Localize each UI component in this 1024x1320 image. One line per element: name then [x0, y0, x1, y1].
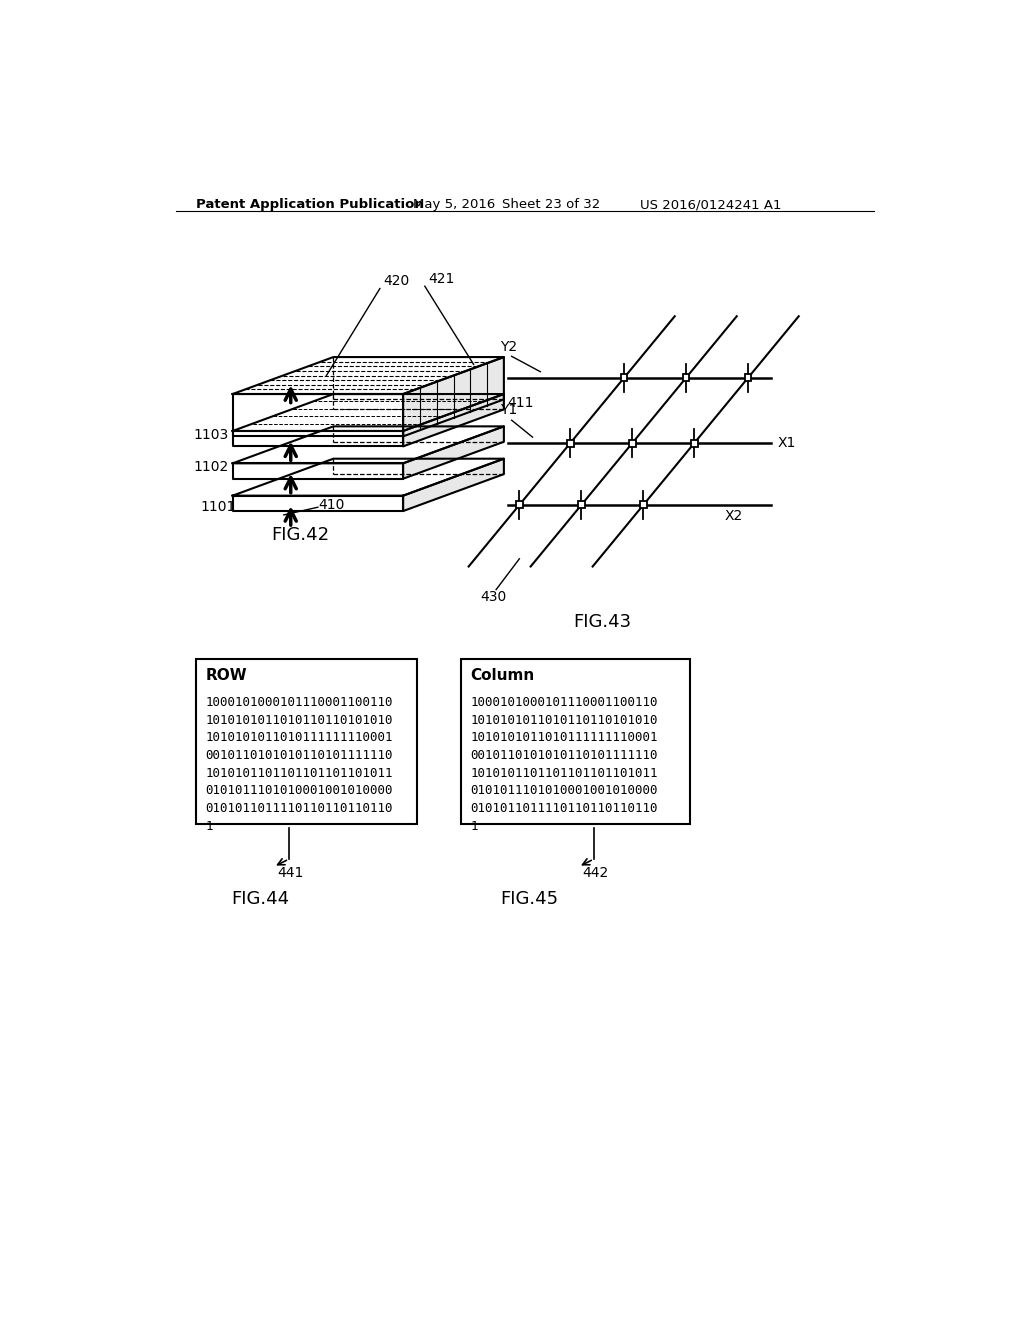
Text: Sheet 23 of 32: Sheet 23 of 32 [502, 198, 600, 211]
Text: 1: 1 [471, 820, 478, 833]
Bar [578, 502, 585, 508]
Text: 0101011011110110110110110: 0101011011110110110110110 [471, 803, 658, 816]
Text: 442: 442 [583, 866, 608, 880]
Bar [629, 440, 636, 446]
Text: Column: Column [471, 668, 535, 684]
Polygon shape [232, 430, 403, 446]
Text: 1010101101101101101101011: 1010101101101101101101011 [471, 767, 658, 780]
Text: 430: 430 [480, 590, 507, 605]
Text: 0010110101010110101111110: 0010110101010110101111110 [471, 748, 658, 762]
Text: 420: 420 [384, 275, 410, 289]
Text: FIG.45: FIG.45 [500, 890, 558, 908]
Bar [461, 659, 690, 825]
Text: 0010110101010110101111110: 0010110101010110101111110 [206, 748, 393, 762]
Text: 0101011101010001001010000: 0101011101010001001010000 [471, 784, 658, 797]
Text: 410: 410 [317, 498, 344, 512]
Text: 1: 1 [206, 820, 213, 833]
Text: FIG.44: FIG.44 [231, 890, 289, 908]
Bar [516, 502, 523, 508]
Bar [566, 440, 573, 446]
Text: 1010101011010111111110001: 1010101011010111111110001 [471, 731, 658, 744]
Text: 1010101011010110110101010: 1010101011010110110101010 [471, 714, 658, 726]
Text: 411: 411 [508, 396, 535, 409]
Bar [621, 375, 628, 381]
Bar [640, 502, 647, 508]
Polygon shape [232, 463, 403, 479]
Text: 441: 441 [278, 866, 304, 880]
Polygon shape [403, 358, 504, 437]
Text: US 2016/0124241 A1: US 2016/0124241 A1 [640, 198, 781, 211]
Text: 421: 421 [429, 272, 455, 286]
Polygon shape [232, 459, 504, 496]
Text: Y1: Y1 [500, 403, 517, 417]
Polygon shape [232, 395, 403, 437]
Polygon shape [403, 426, 504, 479]
Text: FIG.43: FIG.43 [573, 612, 632, 631]
Text: X1: X1 [777, 436, 796, 450]
Text: ROW: ROW [206, 668, 247, 684]
Text: 1101: 1101 [200, 500, 236, 513]
Bar [690, 440, 697, 446]
Bar [683, 375, 689, 381]
Text: 1103: 1103 [194, 428, 229, 442]
Text: Patent Application Publication: Patent Application Publication [197, 198, 424, 211]
Text: 1102: 1102 [194, 461, 229, 474]
Bar [744, 375, 752, 381]
Text: 1000101000101110001100110: 1000101000101110001100110 [471, 696, 658, 709]
Text: X2: X2 [725, 510, 743, 523]
Text: FIG.42: FIG.42 [271, 525, 330, 544]
Text: 1000101000101110001100110: 1000101000101110001100110 [206, 696, 393, 709]
Polygon shape [232, 426, 504, 463]
Polygon shape [232, 395, 504, 430]
Polygon shape [403, 395, 504, 446]
Text: May 5, 2016: May 5, 2016 [414, 198, 496, 211]
Text: 1010101011010111111110001: 1010101011010111111110001 [206, 731, 393, 744]
Text: 1010101101101101101101011: 1010101101101101101101011 [206, 767, 393, 780]
Bar [197, 659, 417, 825]
Polygon shape [232, 358, 504, 395]
Polygon shape [403, 459, 504, 511]
Text: 1010101011010110110101010: 1010101011010110110101010 [206, 714, 393, 726]
Text: Y2: Y2 [500, 341, 517, 354]
Text: 0101011101010001001010000: 0101011101010001001010000 [206, 784, 393, 797]
Text: 0101011011110110110110110: 0101011011110110110110110 [206, 803, 393, 816]
Polygon shape [232, 496, 403, 511]
